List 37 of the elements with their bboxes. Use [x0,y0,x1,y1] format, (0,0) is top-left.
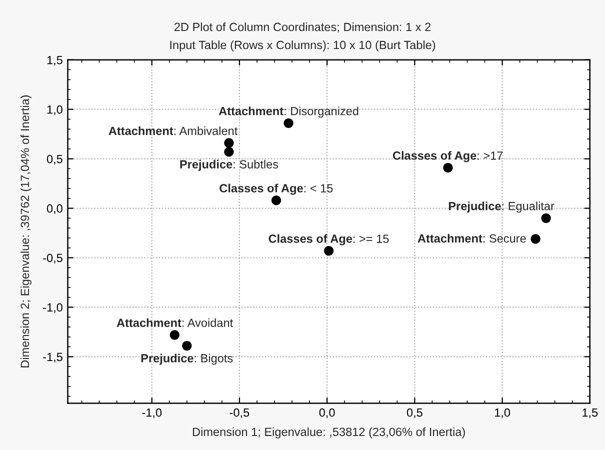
annotation: Prejudice: Egualitar [448,202,554,213]
point [443,162,453,173]
x-tick-label: 0,0 [319,408,335,418]
x-tick-label: 1,0 [494,408,510,418]
chart-title: 2D Plot of Column Coordinates; Dimension: 1 x 2 [174,22,431,33]
x-tick-label: 0,5 [406,408,422,418]
x-tick-label: 1,5 [582,408,598,418]
annotation: Classes of Age: >= 15 [268,234,389,246]
point [541,213,551,223]
y-axis-title: Dimension 2; Eigenvalue: ,39762 (17,04% of Inertia) [20,95,32,368]
y-tick-label: -0,5 [43,254,62,264]
annotation: Classes of Age: < 15 [220,184,333,195]
y-tick-label: 1,0 [47,105,62,116]
point [530,234,540,244]
point [271,196,282,206]
point [284,118,294,128]
point [324,246,334,256]
x-tick-label: -0,5 [230,408,250,418]
chart-subtitle: Input Table (Rows x Columns): 10 x 10 (Burt Table) [170,40,436,52]
annotation: Classes of Age: >17 [392,151,503,162]
annotation: Attachment: Secure [418,234,526,243]
annotation: Prejudice: Subtles [180,160,278,171]
y-tick-label: 0,0 [46,204,62,214]
y-tick-label: -1,5 [43,352,62,362]
annotation: Attachment: Disorganized [218,106,358,118]
point [224,147,234,157]
y-tick-label: 1,5 [47,56,62,66]
annotation: Prejudice: Bigots [141,354,233,365]
x-tick-label: -1,0 [142,408,162,418]
y-tick-label: -1,0 [43,303,62,314]
y-tick-label: 0,5 [46,154,62,165]
x-axis-title: Dimension 1; Eigenvalue: ,53812 (23,06% of Inertia) [192,427,465,438]
point [170,330,180,340]
annotation: Attachment: Avoidant [116,318,234,328]
point [224,138,234,148]
point [182,341,192,351]
annotation: Attachment: Ambivalent [108,126,238,136]
